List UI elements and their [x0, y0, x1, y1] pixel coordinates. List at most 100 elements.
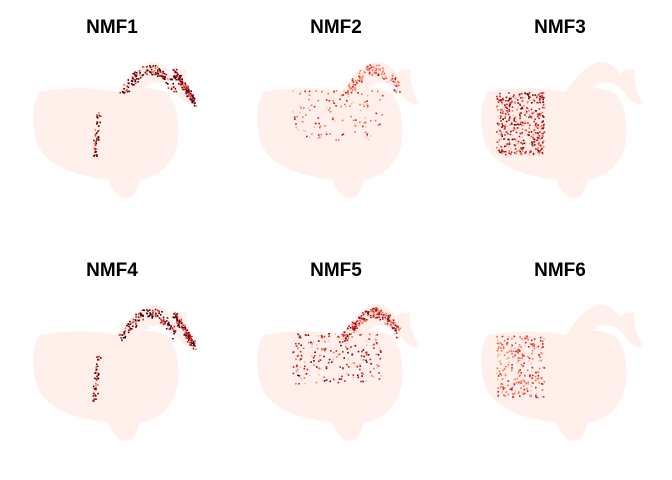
data-point: [329, 107, 331, 109]
data-point: [504, 115, 507, 118]
data-point: [529, 99, 531, 101]
data-point: [543, 367, 546, 369]
data-point: [135, 313, 137, 316]
data-point: [363, 312, 365, 314]
data-point: [379, 98, 381, 101]
data-point: [522, 365, 524, 367]
data-point: [360, 317, 363, 320]
data-point: [520, 92, 523, 95]
data-point: [384, 322, 387, 325]
data-point: [528, 154, 530, 156]
data-point: [295, 126, 298, 129]
data-point: [385, 314, 388, 317]
panel-title: NMF6: [534, 260, 586, 281]
data-point: [524, 122, 526, 124]
data-point: [364, 313, 367, 315]
data-point: [130, 83, 133, 85]
data-point: [300, 344, 302, 347]
data-point: [180, 74, 182, 77]
data-point: [500, 151, 503, 153]
data-point: [345, 92, 347, 94]
data-point: [356, 82, 358, 84]
data-point: [351, 323, 354, 325]
data-point: [167, 321, 170, 324]
data-point: [174, 314, 177, 316]
data-point: [354, 87, 356, 89]
data-point: [351, 325, 354, 327]
data-point: [529, 394, 531, 397]
data-point: [95, 139, 98, 141]
data-point: [371, 309, 374, 312]
data-point: [158, 310, 161, 313]
data-point: [358, 80, 361, 82]
data-point: [530, 386, 533, 388]
data-point: [531, 358, 534, 360]
data-point: [177, 78, 180, 81]
data-point: [325, 367, 328, 370]
data-point: [189, 343, 191, 346]
panel-title: NMF4: [86, 260, 138, 281]
data-point: [132, 321, 134, 324]
data-point: [381, 76, 384, 79]
data-point: [498, 360, 501, 362]
data-point: [362, 314, 365, 316]
data-point: [507, 342, 509, 345]
data-point: [380, 309, 382, 312]
data-point: [92, 385, 95, 388]
data-point: [146, 309, 148, 311]
data-point: [507, 380, 510, 382]
data-point: [170, 325, 172, 328]
data-point: [536, 378, 539, 380]
data-point: [504, 127, 506, 130]
data-point: [151, 314, 153, 316]
data-point: [352, 101, 355, 104]
data-point: [514, 390, 517, 392]
data-point: [98, 359, 100, 361]
data-point: [538, 144, 541, 147]
data-point: [353, 362, 356, 364]
data-point: [146, 312, 148, 314]
data-point: [189, 337, 192, 340]
data-point: [317, 134, 320, 136]
data-point: [174, 71, 176, 74]
data-point: [316, 137, 319, 140]
data-point: [518, 114, 521, 116]
data-point: [298, 335, 301, 337]
data-point: [334, 120, 336, 123]
data-point: [351, 336, 353, 338]
data-point: [94, 382, 97, 385]
data-point: [151, 71, 154, 73]
data-point: [519, 132, 522, 135]
data-point: [365, 359, 367, 362]
data-point: [392, 73, 394, 75]
data-point: [374, 307, 377, 309]
data-point: [530, 393, 532, 396]
data-point: [373, 310, 375, 313]
data-point: [496, 378, 499, 381]
data-point: [192, 94, 195, 96]
data-point: [320, 334, 323, 337]
data-point: [297, 347, 299, 349]
data-point: [172, 316, 175, 319]
data-point: [385, 312, 387, 315]
data-point: [195, 348, 197, 351]
data-point: [164, 76, 166, 78]
data-point: [517, 150, 520, 152]
data-point: [345, 335, 347, 337]
data-point: [497, 143, 500, 146]
data-point: [528, 336, 531, 339]
data-point: [132, 325, 134, 328]
data-point: [361, 81, 363, 83]
data-point: [394, 324, 397, 327]
data-point: [521, 121, 524, 124]
data-point: [299, 377, 302, 379]
data-point: [171, 327, 174, 329]
data-point: [186, 341, 189, 343]
data-point: [522, 146, 525, 149]
data-point: [373, 347, 375, 349]
data-point: [511, 388, 513, 391]
data-point: [535, 396, 538, 399]
data-point: [529, 151, 531, 154]
data-point: [295, 342, 297, 345]
data-point: [524, 114, 526, 116]
